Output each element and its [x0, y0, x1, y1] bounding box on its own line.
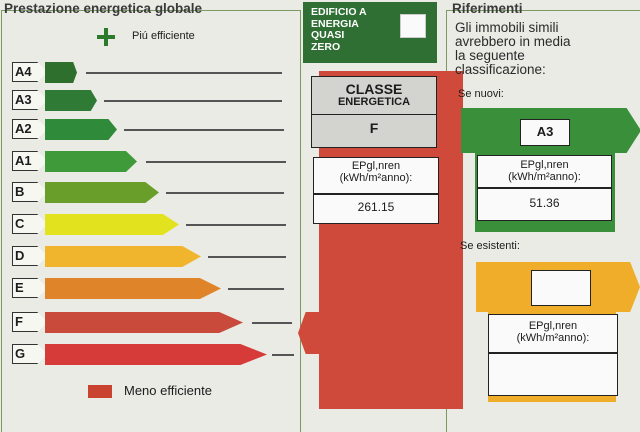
class-pointer-arrow	[298, 312, 320, 354]
class-rule-a2	[124, 129, 284, 131]
class-rule-a3	[104, 100, 282, 102]
existing-building-class	[531, 270, 591, 306]
class-arrow-a1	[45, 151, 137, 172]
energy-class-heading-2: ENERGETICA	[337, 96, 411, 108]
plus-icon	[97, 28, 115, 46]
if-new-label: Se nuovi:	[458, 88, 504, 100]
class-rule-e	[228, 288, 284, 290]
class-rule-a4	[86, 72, 282, 74]
energy-class-header: CLASSE ENERGETICA	[311, 76, 437, 115]
class-arrow-c	[45, 214, 179, 235]
class-rule-g	[272, 354, 294, 356]
new-ep-value: 51.36	[529, 196, 560, 210]
class-rule-b	[166, 192, 284, 194]
class-arrow-f	[45, 312, 243, 333]
references-text: Gli immobili simili avrebbero in media l…	[455, 20, 571, 77]
class-letter-a4: A4	[12, 62, 48, 82]
class-arrow-a2	[45, 119, 117, 140]
class-letter-c: C	[12, 214, 48, 234]
less-efficient-label: Meno efficiente	[124, 383, 212, 398]
class-arrow-g	[45, 344, 267, 365]
ep-index-divider	[313, 193, 439, 195]
nzeb-checkbox	[400, 14, 426, 38]
new-ep-label: EPgl,nren (kWh/m²anno):	[508, 159, 581, 183]
ep-index-label: EPgl,nren (kWh/m²anno):	[339, 160, 413, 184]
class-rule-d	[208, 256, 286, 258]
nzeb-label: EDIFICIO A ENERGIA QUASI ZERO	[311, 6, 367, 53]
more-efficient-label: Piú efficiente	[132, 30, 195, 42]
class-arrow-e	[45, 278, 221, 299]
class-rule-f	[252, 322, 292, 324]
if-existing-label: Se esistenti:	[460, 240, 520, 252]
left-panel-frame	[1, 10, 301, 432]
class-rule-a1	[146, 161, 286, 163]
class-arrow-a3	[45, 90, 97, 111]
class-arrow-a4	[45, 62, 77, 83]
new-building-class: A3	[520, 119, 570, 146]
energy-class-value: F	[311, 115, 437, 148]
energy-class-heading-1: CLASSE	[345, 81, 403, 97]
panel-title-global-performance: Prestazione energetica globale	[4, 1, 203, 16]
ep-index-box	[313, 157, 439, 224]
class-letter-a3: A3	[12, 90, 48, 110]
existing-ep-divider	[488, 352, 618, 354]
class-letter-a1: A1	[12, 151, 48, 171]
class-arrow-b	[45, 182, 159, 203]
class-arrow-d	[45, 246, 201, 267]
new-ep-divider	[477, 187, 612, 189]
less-efficient-key	[88, 385, 112, 398]
existing-ep-label: EPgl,nren (kWh/m²anno):	[516, 320, 590, 344]
references-title: Riferimenti	[452, 1, 523, 16]
class-letter-a2: A2	[12, 119, 48, 139]
existing-ep-box	[488, 314, 618, 396]
class-rule-c	[186, 224, 286, 226]
ep-index-value: 261.15	[357, 200, 395, 214]
